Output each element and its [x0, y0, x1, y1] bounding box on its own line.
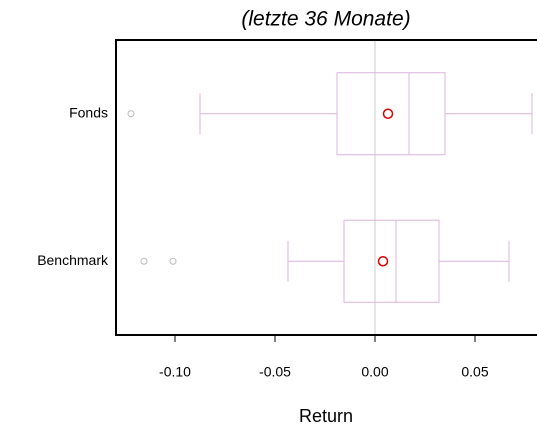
x-tick-label: -0.05 — [259, 364, 291, 380]
outlier — [127, 110, 135, 118]
chart-title: (letzte 36 Monate) — [241, 8, 410, 31]
y-tick-label: Fonds — [69, 104, 108, 120]
mean — [377, 256, 389, 267]
y-tick-label: Benchmark — [37, 252, 109, 268]
x-axis-label: Return — [299, 406, 353, 426]
x-tick-label: -0.10 — [159, 364, 191, 380]
plot-frame — [115, 39, 537, 336]
box — [336, 72, 446, 156]
mean — [382, 108, 394, 119]
outlier — [140, 257, 148, 265]
x-tick-label: 0.00 — [361, 364, 388, 380]
box — [343, 219, 440, 303]
x-tick-label: 0.05 — [461, 364, 488, 380]
outlier — [169, 257, 177, 265]
